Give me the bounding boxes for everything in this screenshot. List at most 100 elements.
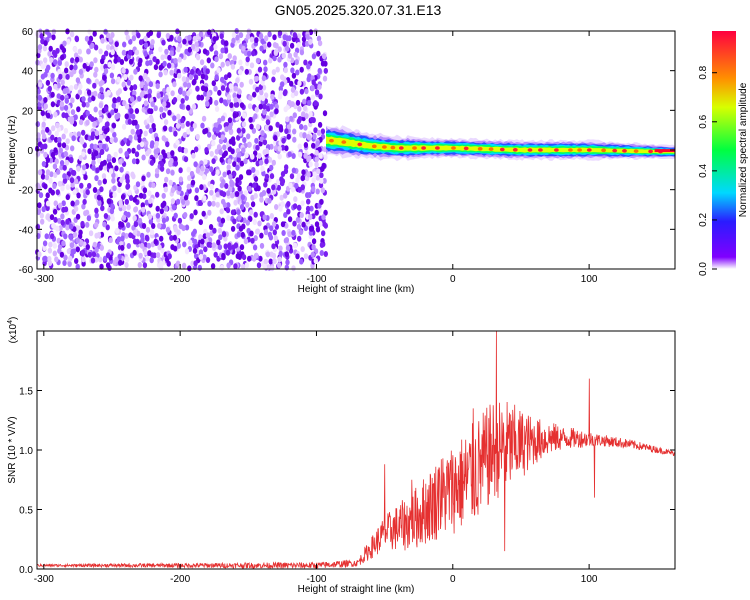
noise-cell: [65, 224, 70, 231]
noise-cell: [99, 244, 105, 251]
noise-cell: [207, 131, 212, 138]
noise-cell: [250, 201, 256, 208]
noise-cell: [154, 140, 159, 147]
noise-cell: [135, 181, 141, 188]
noise-cell: [192, 78, 197, 85]
noise-cell: [60, 213, 65, 220]
noise-cell: [239, 102, 245, 109]
noise-cell: [183, 194, 189, 201]
noise-cell: [143, 35, 148, 42]
noise-cell: [278, 245, 283, 252]
noise-cell: [70, 109, 76, 116]
noise-cell: [106, 162, 112, 169]
noise-cell: [301, 221, 306, 228]
noise-cell: [82, 62, 87, 69]
noise-cell: [249, 36, 255, 43]
noise-cell: [126, 222, 131, 229]
noise-cell: [302, 132, 307, 139]
noise-cell: [272, 34, 277, 41]
noise-cell: [199, 184, 204, 191]
noise-cell: [311, 142, 316, 149]
noise-cell: [186, 104, 191, 111]
noise-cell: [271, 76, 276, 83]
noise-cell: [52, 242, 57, 249]
noise-cell: [180, 122, 185, 129]
noise-cell: [225, 60, 230, 67]
noise-cell: [55, 225, 60, 232]
noise-cell: [135, 158, 140, 165]
noise-cell: [93, 71, 98, 78]
noise-cell: [130, 128, 135, 135]
noise-cell: [271, 159, 276, 166]
noise-cell: [86, 89, 92, 96]
noise-cell: [192, 122, 197, 129]
snr-y-tick-label: 0.5: [19, 506, 33, 517]
noise-cell: [232, 218, 237, 225]
noise-cell: [75, 237, 80, 244]
noise-cell: [236, 134, 241, 141]
noise-cell: [207, 237, 213, 244]
snr-scale-prefix: (x10: [8, 323, 19, 343]
noise-cell: [120, 244, 125, 251]
noise-cell: [245, 56, 250, 63]
noise-cell: [278, 205, 283, 212]
noise-cell: [124, 198, 129, 205]
track-peak: [463, 146, 469, 151]
noise-cell: [240, 194, 246, 201]
noise-cell: [259, 232, 264, 239]
noise-cell: [170, 169, 175, 176]
noise-cell: [158, 46, 163, 53]
noise-cell: [102, 221, 107, 228]
noise-cell: [103, 68, 109, 75]
snr-x-tick-label: -300: [34, 574, 54, 585]
noise-cell: [273, 235, 278, 242]
noise-cell: [257, 220, 262, 227]
noise-cell: [292, 32, 298, 39]
noise-cell: [199, 94, 205, 101]
noise-cell: [87, 148, 92, 155]
noise-cell: [98, 48, 103, 55]
noise-cell: [233, 199, 238, 206]
noise-cell: [165, 32, 171, 39]
noise-cell: [105, 224, 110, 231]
noise-cell: [132, 249, 137, 256]
noise-cell: [306, 198, 311, 205]
noise-cell: [269, 225, 274, 232]
noise-cell: [69, 156, 74, 163]
snr-y-tick-label: 1.0: [19, 446, 33, 457]
noise-cell: [273, 135, 278, 142]
noise-cell: [286, 201, 291, 207]
noise-cell: [312, 171, 317, 178]
noise-cell: [177, 146, 183, 153]
noise-cell: [47, 71, 52, 78]
y-tick-label: 60: [22, 27, 34, 38]
noise-cell: [98, 109, 103, 116]
noise-cell: [170, 150, 175, 157]
noise-cell: [292, 136, 297, 143]
noise-cell: [143, 100, 149, 107]
noise-cell: [95, 167, 100, 174]
noise-cell: [267, 197, 272, 204]
noise-cell: [232, 161, 237, 168]
noise-cell: [81, 260, 86, 267]
noise-cell: [170, 90, 175, 97]
noise-cell: [168, 126, 173, 133]
noise-cell: [178, 88, 183, 95]
noise-cell: [225, 86, 230, 93]
noise-cell: [179, 103, 184, 110]
noise-cell: [81, 96, 86, 103]
noise-cell: [70, 97, 75, 104]
noise-cell: [45, 126, 50, 133]
noise-cell: [263, 59, 268, 66]
noise-cell: [133, 68, 138, 75]
noise-cell: [295, 216, 301, 223]
noise-cell: [98, 116, 103, 123]
noise-cell: [232, 112, 237, 119]
noise-cell: [310, 251, 315, 258]
noise-cell: [80, 220, 85, 227]
noise-cell: [249, 62, 255, 69]
noise-cell: [142, 187, 148, 194]
noise-cell: [253, 150, 258, 157]
noise-cell: [316, 35, 322, 42]
